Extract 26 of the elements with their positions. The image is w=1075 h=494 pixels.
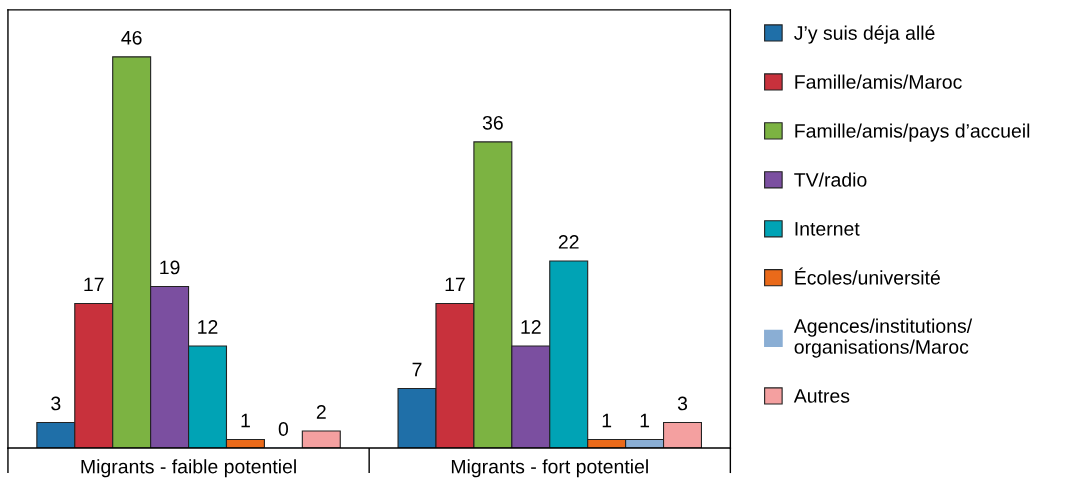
x-tick-label: Migrants - fort potentiel <box>451 459 648 478</box>
legend-label: Famille/amis/pays d’accueil <box>795 123 1030 142</box>
legend-label: Agences/institutions/ organisations/Maroc <box>793 318 973 358</box>
data-label: 3 <box>51 396 61 411</box>
legend-label: Écoles/université <box>795 267 940 285</box>
data-label: 36 <box>482 115 503 130</box>
data-label: 12 <box>198 320 218 334</box>
x-tick-label: Migrants - faible potentiel <box>81 459 296 478</box>
data-label: 1 <box>602 413 612 428</box>
data-label: 12 <box>521 320 541 334</box>
legend-label: Famille/amis/Maroc <box>795 74 962 89</box>
data-label: 46 <box>121 30 142 45</box>
legend-label: TV/radio <box>794 172 867 187</box>
data-label: 17 <box>84 277 104 292</box>
data-label: 1 <box>640 413 650 428</box>
legend-label: Autres <box>793 389 850 403</box>
legend-label: Internet <box>795 222 860 236</box>
data-label: 0 <box>278 422 289 436</box>
data-label: 17 <box>445 277 465 292</box>
data-label: 19 <box>160 260 180 275</box>
legend-label: J’y suis déja allé <box>794 25 935 44</box>
data-label: 7 <box>412 362 422 377</box>
data-label: 3 <box>677 396 688 411</box>
data-label: 1 <box>241 413 250 428</box>
data-label: 22 <box>558 235 579 249</box>
data-label: 2 <box>316 405 326 419</box>
